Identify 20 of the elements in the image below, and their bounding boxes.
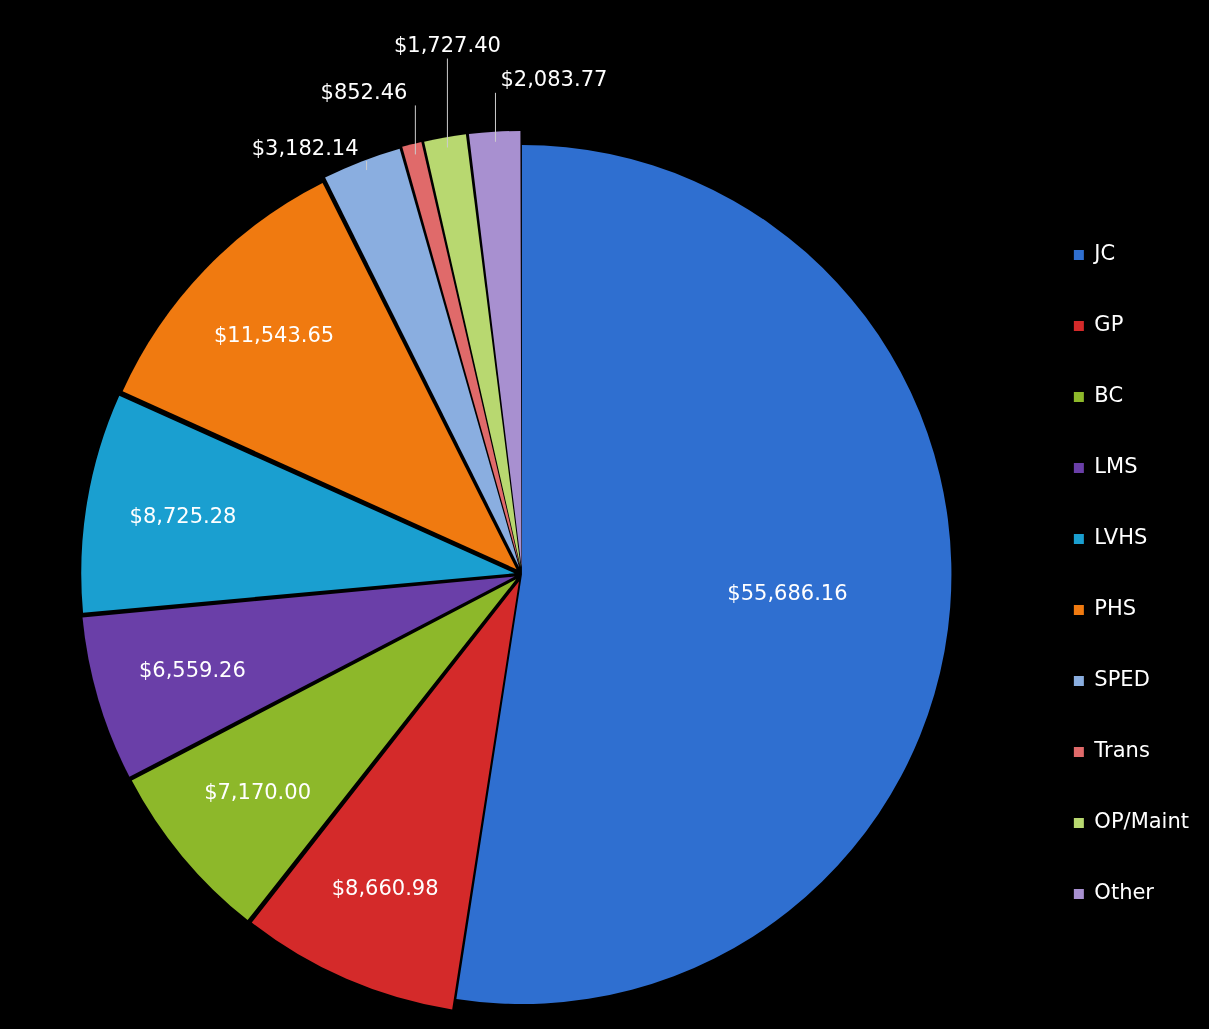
legend-label: LMS <box>1094 454 1138 479</box>
legend-label: JC <box>1092 241 1116 266</box>
legend-label: LVHS <box>1094 525 1148 550</box>
data-label: $6,559.26 <box>138 658 246 683</box>
data-label: $3,182.14 <box>251 135 359 160</box>
legend-label: Trans <box>1093 738 1150 763</box>
data-label: $852.46 <box>320 79 408 104</box>
legend-label: SPED <box>1094 667 1150 692</box>
legend-label: Other <box>1094 880 1155 905</box>
data-label: $1,727.40 <box>393 32 501 57</box>
legend-label: BC <box>1094 383 1124 408</box>
data-label: $7,170.00 <box>204 780 312 805</box>
data-label: $2,083.77 <box>500 67 608 92</box>
data-label: $55,686.16 <box>727 581 848 606</box>
data-label: $8,725.28 <box>129 504 237 529</box>
data-label: $11,543.65 <box>213 322 335 347</box>
legend-label: PHS <box>1094 596 1137 621</box>
legend-label: GP <box>1094 312 1124 337</box>
legend-label: OP/Maint <box>1094 809 1190 834</box>
data-label: $8,660.98 <box>331 876 439 901</box>
